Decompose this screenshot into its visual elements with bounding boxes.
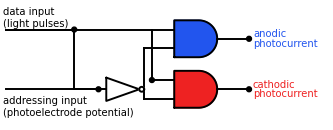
- Circle shape: [247, 36, 251, 41]
- Polygon shape: [174, 20, 217, 57]
- Circle shape: [247, 87, 251, 92]
- Text: addressing input
(photoelectrode potential): addressing input (photoelectrode potenti…: [3, 96, 134, 118]
- Polygon shape: [106, 78, 139, 101]
- Circle shape: [150, 78, 155, 82]
- Circle shape: [96, 87, 101, 92]
- Polygon shape: [139, 87, 144, 92]
- Text: photocurrent: photocurrent: [253, 39, 318, 49]
- Text: data input
(light pulses): data input (light pulses): [3, 7, 69, 29]
- Text: photocurrent: photocurrent: [253, 89, 318, 99]
- Circle shape: [72, 27, 77, 32]
- Polygon shape: [174, 71, 217, 108]
- Text: anodic: anodic: [253, 29, 286, 39]
- Text: cathodic: cathodic: [253, 80, 296, 90]
